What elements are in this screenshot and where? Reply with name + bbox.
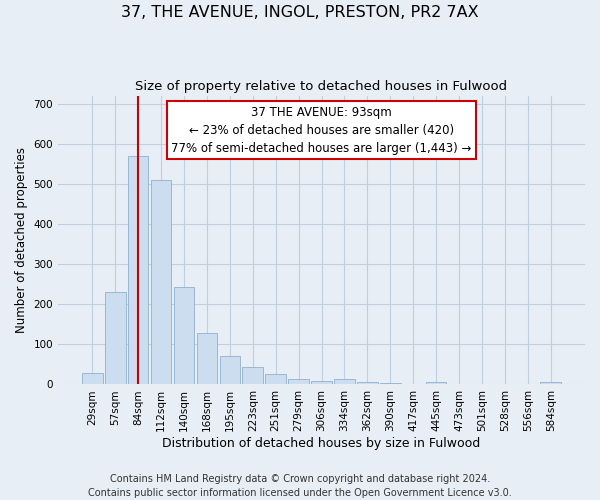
Y-axis label: Number of detached properties: Number of detached properties: [15, 147, 28, 333]
Bar: [197, 334, 217, 384]
Bar: [220, 356, 240, 384]
Text: 37, THE AVENUE, INGOL, PRESTON, PR2 7AX: 37, THE AVENUE, INGOL, PRESTON, PR2 7AX: [121, 5, 479, 20]
Bar: [242, 367, 263, 384]
Bar: [128, 156, 148, 384]
Bar: [173, 288, 194, 384]
Bar: [311, 381, 332, 384]
Bar: [357, 382, 377, 384]
Bar: [426, 382, 446, 384]
Bar: [82, 373, 103, 384]
Bar: [334, 379, 355, 384]
Bar: [288, 379, 309, 384]
Bar: [105, 292, 125, 384]
Bar: [151, 180, 172, 384]
Title: Size of property relative to detached houses in Fulwood: Size of property relative to detached ho…: [136, 80, 508, 93]
Text: 37 THE AVENUE: 93sqm
← 23% of detached houses are smaller (420)
77% of semi-deta: 37 THE AVENUE: 93sqm ← 23% of detached h…: [172, 106, 472, 154]
Bar: [541, 382, 561, 384]
Text: Contains HM Land Registry data © Crown copyright and database right 2024.
Contai: Contains HM Land Registry data © Crown c…: [88, 474, 512, 498]
Bar: [265, 374, 286, 384]
X-axis label: Distribution of detached houses by size in Fulwood: Distribution of detached houses by size …: [163, 437, 481, 450]
